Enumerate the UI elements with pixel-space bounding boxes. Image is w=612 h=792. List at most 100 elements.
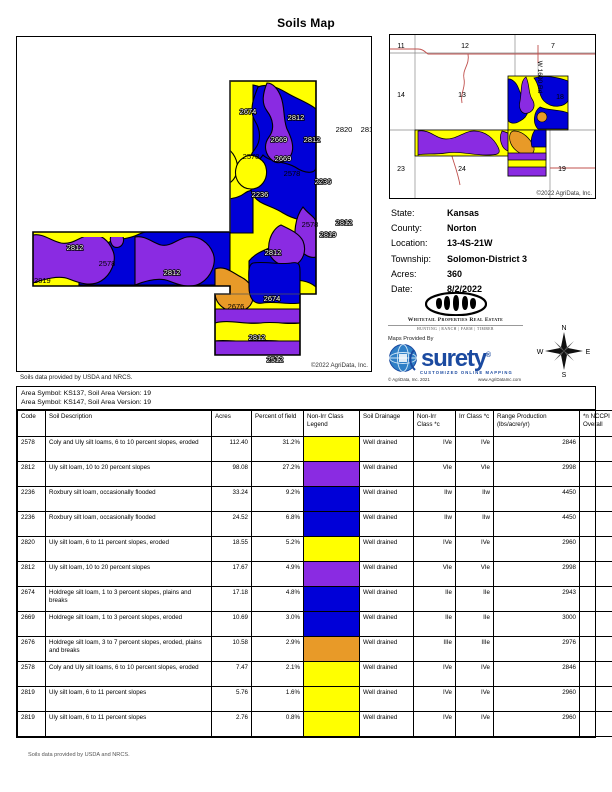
col-header-legend: Non-Irr Class Legend xyxy=(303,410,360,437)
col-header-code: Code xyxy=(17,410,46,437)
cell-drainage: Well drained xyxy=(359,461,414,487)
branding-block: Whitetail Properties Real Estate HUNTING… xyxy=(388,292,523,382)
cell-percent: 2.9% xyxy=(251,636,304,662)
table-row: 2819 Uly silt loam, 6 to 11 percent slope… xyxy=(17,686,612,712)
info-label-acres: Acres: xyxy=(391,268,417,279)
svg-text:2236: 2236 xyxy=(252,190,269,199)
cell-irr-class: IIe xyxy=(455,611,494,637)
inset-location-map[interactable]: 11 12 7 14 13 18 23 24 19 W 1600 Rd ©202… xyxy=(389,34,596,199)
cell-percent: 2.1% xyxy=(251,661,304,687)
legend-color-swatch xyxy=(304,712,359,736)
cell-percent: 31.2% xyxy=(251,436,304,462)
cell-acres: 10.69 xyxy=(211,611,252,637)
info-row-state: State: Kansas xyxy=(391,206,606,221)
info-value-state: Kansas xyxy=(447,208,480,218)
legend-color-swatch xyxy=(304,637,359,661)
cell-range-production: 2846 xyxy=(493,436,580,462)
cell-range-production: 2998 xyxy=(493,561,580,587)
cell-drainage: Well drained xyxy=(359,661,414,687)
col-header-drainage: Soil Drainage xyxy=(359,410,414,437)
cell-nccpi: 76 xyxy=(579,586,612,612)
cell-drainage: Well drained xyxy=(359,611,414,637)
map-credit: ©2022 AgriData, Inc. xyxy=(310,362,368,369)
cell-description: Holdrege silt loam, 1 to 3 percent slope… xyxy=(45,586,212,612)
cell-drainage: Well drained xyxy=(359,486,414,512)
cell-non-irr-class: IVe xyxy=(413,536,456,562)
cell-percent: 5.2% xyxy=(251,536,304,562)
cell-irr-class: VIe xyxy=(455,461,494,487)
cell-code: 2820 xyxy=(17,536,46,562)
cell-drainage: Well drained xyxy=(359,536,414,562)
soils-data-note-top: Soils data provided by USDA and NRCS. xyxy=(20,374,133,381)
cell-acres: 17.18 xyxy=(211,586,252,612)
col-header-range-production: Range Production (lbs/acre/yr) xyxy=(493,410,580,437)
compass-north-label: N xyxy=(561,325,566,332)
svg-text:2819: 2819 xyxy=(320,230,337,239)
cell-percent: 6.8% xyxy=(251,511,304,537)
cell-drainage: Well drained xyxy=(359,711,414,737)
cell-percent: 3.0% xyxy=(251,611,304,637)
cell-code: 2669 xyxy=(17,611,46,637)
legend-color-swatch xyxy=(304,562,359,586)
cell-percent: 1.6% xyxy=(251,686,304,712)
cell-acres: 10.58 xyxy=(211,636,252,662)
cell-code: 2578 xyxy=(17,436,46,462)
cell-range-production: 2846 xyxy=(493,661,580,687)
cell-legend-swatch xyxy=(303,636,360,662)
info-row-county: County: Norton xyxy=(391,221,606,236)
cell-nccpi: 71 xyxy=(579,611,612,637)
svg-text:2812: 2812 xyxy=(361,125,371,134)
page-title: Soils Map xyxy=(277,16,335,30)
info-row-township: Township: Solomon-District 3 xyxy=(391,252,606,267)
company-name: Whitetail Properties Real Estate xyxy=(407,317,504,323)
info-label-county: County: xyxy=(391,223,423,234)
company-tagline: HUNTING | RANCH | FARM | TIMBER xyxy=(388,324,523,331)
cell-nccpi: 71 xyxy=(579,636,612,662)
cell-drainage: Well drained xyxy=(359,511,414,537)
cell-non-irr-class: VIe xyxy=(413,461,456,487)
compass-east-label: E xyxy=(586,349,591,356)
info-row-date: Date: 8/2/2022 xyxy=(391,282,606,297)
info-row-location: Location: 13-4S-21W xyxy=(391,236,606,251)
surety-url[interactable]: www.AgriDataInc.com xyxy=(478,376,521,382)
col-header-percent: Percent of field xyxy=(251,410,304,437)
cell-range-production: 2960 xyxy=(493,711,580,737)
cell-code: 2578 xyxy=(17,661,46,687)
cell-range-production: 2998 xyxy=(493,461,580,487)
cell-irr-class: IIIe xyxy=(455,636,494,662)
table-row: 2578 Coly and Uly silt loams, 6 to 10 per… xyxy=(17,436,612,462)
cell-legend-swatch xyxy=(303,511,360,537)
cell-description: Uly silt loam, 10 to 20 percent slopes xyxy=(45,561,212,587)
cell-nccpi: 76 xyxy=(579,486,612,512)
col-header-acres: Acres xyxy=(211,410,252,437)
info-label-date: Date: xyxy=(391,284,413,295)
cell-code: 2819 xyxy=(17,686,46,712)
info-label-location: Location: xyxy=(391,238,428,249)
cell-description: Coly and Uly silt loams, 6 to 10 percent… xyxy=(45,436,212,462)
table-row: 2674 Holdrege silt loam, 1 to 3 percent s… xyxy=(17,586,612,612)
cell-irr-class: IIe xyxy=(455,586,494,612)
table-row: 2812 Uly silt loam, 10 to 20 percent slop… xyxy=(17,461,612,487)
cell-percent: 0.8% xyxy=(251,711,304,737)
cell-nccpi: 65 xyxy=(579,661,612,687)
cell-acres: 7.47 xyxy=(211,661,252,687)
svg-text:2676: 2676 xyxy=(228,302,245,311)
col-header-irr-class: Irr Class *c xyxy=(455,410,494,437)
legend-color-swatch xyxy=(304,512,359,536)
legend-color-swatch xyxy=(304,687,359,711)
cell-acres: 5.76 xyxy=(211,686,252,712)
soils-legend-table-container: Area Symbol: KS137, Soil Area Version: 1… xyxy=(16,386,612,738)
cell-drainage: Well drained xyxy=(359,586,414,612)
cell-code: 2236 xyxy=(17,486,46,512)
table-row: 2820 Uly silt loam, 6 to 11 percent slope… xyxy=(17,536,612,562)
table-row: 2676 Holdrege silt loam, 3 to 7 percent s… xyxy=(17,636,612,662)
cell-range-production: 2976 xyxy=(493,636,580,662)
cell-legend-swatch xyxy=(303,461,360,487)
cell-code: 2819 xyxy=(17,711,46,737)
cell-nccpi: 74 xyxy=(579,686,612,712)
svg-text:2819: 2819 xyxy=(34,276,51,285)
compass-rose: N S E W xyxy=(534,322,594,383)
area-symbol-line-2: Area Symbol: KS147, Soil Area Version: 1… xyxy=(21,399,151,406)
soils-table: Code Soil Description Acres Percent of f… xyxy=(17,410,612,737)
soils-map-canvas[interactable]: 2674 2812 2820 2812 2669 2812 2578 2669 … xyxy=(16,36,372,372)
